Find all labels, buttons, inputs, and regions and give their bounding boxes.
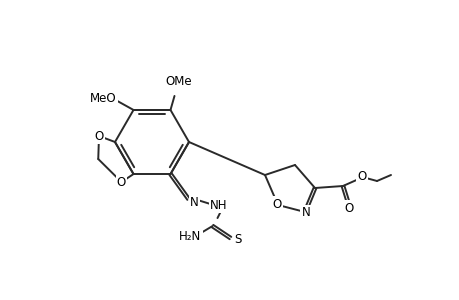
Text: MeO: MeO [90,92,117,106]
Text: O: O [117,176,126,188]
Text: O: O [357,170,366,184]
Text: O: O [272,197,281,211]
Text: N: N [190,196,198,208]
Text: O: O [94,130,103,142]
Text: NH: NH [209,199,227,212]
Text: S: S [233,232,241,245]
Text: N: N [301,206,310,220]
Text: O: O [344,202,353,214]
Text: OMe: OMe [165,76,191,88]
Text: H₂N: H₂N [179,230,201,242]
